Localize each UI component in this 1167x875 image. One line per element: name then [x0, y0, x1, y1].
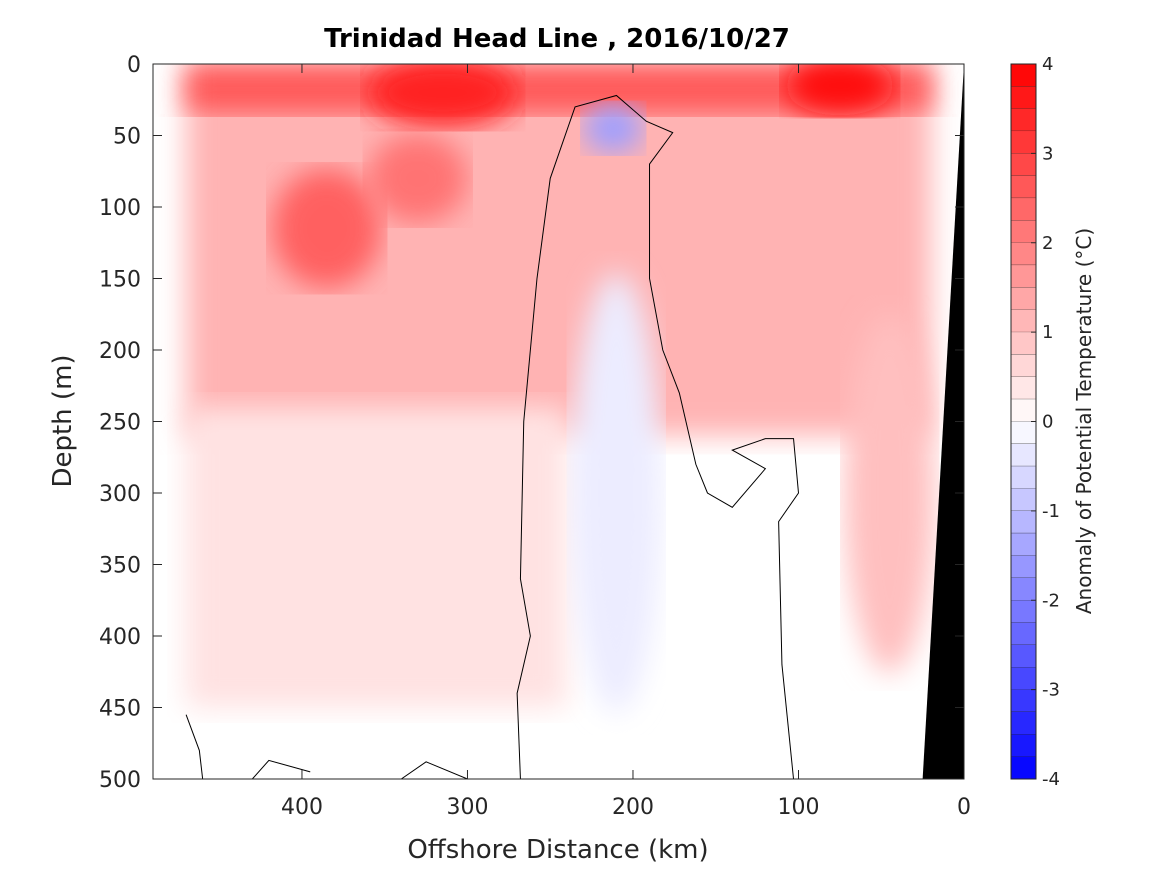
colorbar-tick-label: -2 [1042, 590, 1060, 611]
y-tick-label: 500 [99, 768, 141, 793]
zero-contour-3 [400, 761, 468, 779]
y-tick-label: 450 [99, 697, 141, 722]
colorbar-swatch [1011, 354, 1036, 378]
colorbar-swatch [1011, 443, 1036, 467]
colorbar-swatch [1011, 689, 1036, 713]
y-tick-label: 0 [127, 53, 141, 78]
y-axis: 0 50 100 150 200 250 300 350 400 450 500 [99, 53, 964, 793]
y-axis-label: Depth (m) [48, 354, 78, 487]
y-tick-label: 150 [99, 268, 141, 293]
colorbar-swatch [1011, 644, 1036, 668]
y-tick-label: 50 [113, 125, 141, 150]
colorbar-swatch [1011, 667, 1036, 691]
colorbar-swatch [1011, 332, 1036, 355]
colorbar-swatch [1011, 242, 1036, 266]
colorbar-swatch [1011, 421, 1036, 445]
colorbar-tick-label: 1 [1042, 322, 1053, 343]
x-axis-label: Offshore Distance (km) [407, 835, 708, 865]
colorbar-swatch [1011, 175, 1036, 199]
colorbar-swatch [1011, 466, 1036, 490]
chart-title: Trinidad Head Line , 2016/10/27 [324, 24, 790, 54]
warm-mid-layer [186, 407, 567, 708]
colorbar-swatch [1011, 108, 1036, 132]
colorbar-swatch [1011, 309, 1036, 333]
x-tick-label: 0 [957, 795, 971, 820]
colorbar-swatch [1011, 711, 1036, 735]
x-tick-label: 100 [777, 795, 819, 820]
x-axis: 400 300 200 100 0 [281, 64, 971, 820]
y-tick-label: 100 [99, 196, 141, 221]
colorbar-swatch [1011, 622, 1036, 646]
colorbar: 4 3 2 1 0 -1 -2 -3 -4 [1010, 54, 1060, 790]
colorbar-swatch [1011, 153, 1036, 177]
colorbar-swatch [1011, 198, 1036, 221]
zero-contour-0 [516, 94, 800, 779]
colorbar-swatch [1011, 510, 1036, 534]
y-tick-label: 200 [99, 339, 141, 364]
x-tick-label: 400 [281, 795, 323, 820]
colorbar-swatch [1011, 220, 1036, 244]
zero-contours [185, 94, 800, 779]
colorbar-tick-label: -4 [1042, 769, 1060, 790]
colorbar-swatch [1011, 600, 1036, 624]
colorbar-swatch [1011, 86, 1036, 110]
anomaly-surface-warm-core-west [367, 64, 518, 128]
plot-area [152, 63, 965, 780]
colorbar-swatch [1011, 287, 1036, 311]
colorbar-tick-label: 3 [1042, 143, 1053, 164]
colorbar-swatch [1011, 265, 1036, 288]
colorbar-tick-label: -3 [1042, 680, 1060, 701]
x-tick-label: 200 [612, 795, 654, 820]
y-tick-label: 250 [99, 411, 141, 436]
anomaly-cold-column [571, 273, 662, 713]
colorbar-label: Anomaly of Potential Temperature (°C) [1072, 228, 1096, 614]
colorbar-swatch [1011, 399, 1036, 422]
anomaly-subsurface-warm-patch-2 [367, 133, 468, 224]
colorbar-tick-label: 0 [1042, 412, 1053, 433]
x-tick-label: 300 [446, 795, 488, 820]
y-tick-label: 350 [99, 554, 141, 579]
colorbar-tick-label: 2 [1042, 233, 1053, 254]
colorbar-swatch [1011, 577, 1036, 601]
anomaly-field [186, 64, 935, 713]
colorbar-swatch [1011, 488, 1036, 512]
anomaly-subsurface-warm-patch [271, 168, 382, 289]
anomaly-cold-core [583, 103, 644, 154]
anomaly-surface-warm-core-east [784, 64, 895, 116]
y-tick-label: 300 [99, 482, 141, 507]
colorbar-swatch [1011, 376, 1036, 400]
colorbar-swatch [1011, 131, 1036, 154]
colorbar-swatch [1011, 555, 1036, 579]
colorbar-swatch [1011, 756, 1036, 780]
colorbar-swatch [1011, 734, 1036, 758]
zero-contour-2 [251, 759, 311, 779]
zero-contour-1 [185, 714, 204, 779]
colorbar-swatch [1011, 64, 1036, 87]
bathymetry-shelf [922, 64, 964, 779]
colorbar-tick-label: 4 [1042, 54, 1053, 75]
colorbar-swatch [1011, 533, 1036, 557]
anomaly-warm-nearshore-column [844, 313, 935, 673]
colorbar-tick-label: -1 [1042, 501, 1060, 522]
y-tick-label: 400 [99, 625, 141, 650]
